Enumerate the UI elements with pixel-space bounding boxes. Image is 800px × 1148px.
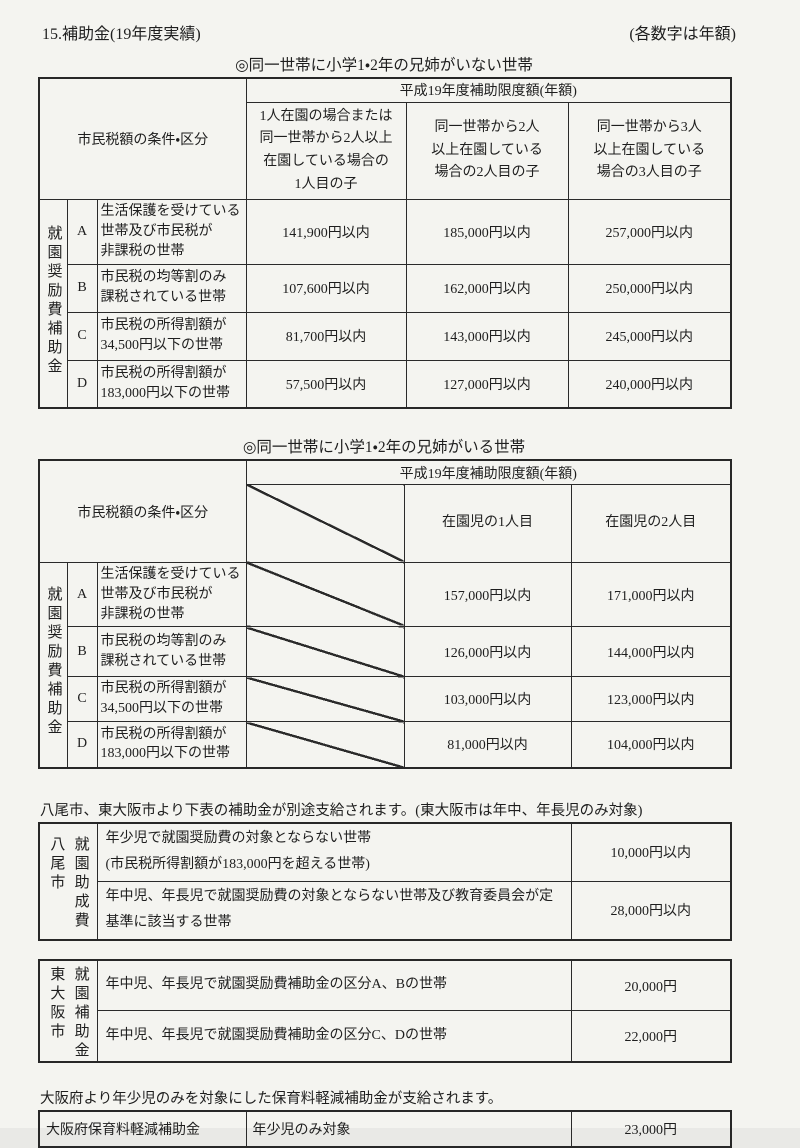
city-label: 東大阪市 bbox=[48, 966, 65, 1043]
group-label-cell: 就園奨励費補助金 bbox=[38, 561, 68, 769]
amount-cell: 81,700円以内 bbox=[245, 311, 407, 361]
diagonal-crossed-cell bbox=[245, 483, 405, 563]
amount-cell: 144,000円以内 bbox=[570, 626, 732, 678]
page-title: 15.補助金(19年度実績) bbox=[42, 26, 201, 43]
diagonal-crossed-cell bbox=[245, 561, 405, 628]
amount-cell: 171,000円以内 bbox=[570, 561, 732, 628]
condition-cell: 市民税の所得割額が 183,000円以下の世帯 bbox=[96, 359, 247, 409]
document-header: 15.補助金(19年度実績) (各数字は年額) bbox=[0, 20, 800, 44]
amount-cell: 107,600円以内 bbox=[245, 263, 407, 313]
city-group-label-cell: 八尾市 就園助成費 bbox=[38, 822, 98, 941]
condition-cell: 市民税の所得割額が 34,500円以下の世帯 bbox=[96, 676, 247, 723]
subsidy-table-with-sibling: 市民税額の条件・区分 平成19年度補助限度額(年額) 在園児の1人目 在園児の2… bbox=[38, 459, 733, 769]
column-header: 1人在園の場合または 同一世帯から2人以上 在園している場合の 1人目の子 bbox=[245, 101, 407, 201]
column-header: 在園児の2人目 bbox=[570, 483, 732, 563]
amount-cell: 126,000円以内 bbox=[403, 626, 572, 678]
code-cell: A bbox=[66, 561, 98, 628]
subsidy-name-cell: 大阪府保育料軽減補助金 bbox=[38, 1110, 247, 1148]
amount-cell: 257,000円以内 bbox=[567, 199, 732, 265]
amount-cell: 57,500円以内 bbox=[245, 359, 407, 409]
amount-cell: 157,000円以内 bbox=[403, 561, 572, 628]
amount-cell: 245,000円以内 bbox=[567, 311, 732, 361]
amount-cell: 23,000円 bbox=[570, 1110, 732, 1148]
code-cell: B bbox=[66, 263, 98, 313]
amount-cell: 28,000円以内 bbox=[570, 880, 732, 941]
description-cell: 年少児のみ対象 bbox=[245, 1110, 572, 1148]
amount-cell: 10,000円以内 bbox=[570, 822, 732, 882]
row-header: 市民税額の条件・区分 bbox=[38, 77, 247, 201]
amount-cell: 81,000円以内 bbox=[403, 721, 572, 769]
amount-cell: 143,000円以内 bbox=[405, 311, 569, 361]
osaka-pref-table: 大阪府保育料軽減補助金 年少児のみ対象 23,000円 bbox=[38, 1110, 732, 1148]
amount-cell: 20,000円 bbox=[570, 959, 732, 1012]
annual-note: (各数字は年額) bbox=[629, 26, 736, 43]
amount-cell: 104,000円以内 bbox=[570, 721, 732, 769]
amount-cell: 162,000円以内 bbox=[405, 263, 569, 313]
code-cell: C bbox=[66, 311, 98, 361]
description-cell: 年少児で就園奨励費の対象とならない世帯 (市民税所得割額が183,000円を超え… bbox=[96, 822, 572, 882]
description-cell: 年中児、年長児で就園奨励費補助金の区分C、Dの世帯 bbox=[96, 1010, 572, 1063]
description-cell: 年中児、年長児で就園奨励費の対象とならない世帯及び教育委員会が定 基準に該当する… bbox=[96, 880, 572, 941]
row-header: 市民税額の条件・区分 bbox=[38, 459, 247, 563]
amount-cell: 103,000円以内 bbox=[403, 676, 572, 723]
condition-cell: 生活保護を受けている 世帯及び市民税が 非課税の世帯 bbox=[96, 199, 247, 265]
column-header: 在園児の1人目 bbox=[403, 483, 572, 563]
city-label: 八尾市 bbox=[48, 836, 65, 894]
condition-cell: 市民税の所得割額が 183,000円以下の世帯 bbox=[96, 721, 247, 769]
higashiosaka-city-table: 東大阪市 就園補助金 年中児、年長児で就園奨励費補助金の区分A、Bの世帯 20,… bbox=[38, 959, 732, 1064]
code-cell: B bbox=[66, 626, 98, 678]
code-cell: D bbox=[66, 721, 98, 769]
diagonal-crossed-cell bbox=[245, 721, 405, 769]
amount-cell: 22,000円 bbox=[570, 1010, 732, 1063]
amount-cell: 185,000円以内 bbox=[405, 199, 569, 265]
condition-cell: 市民税の均等割のみ 課税されている世帯 bbox=[96, 263, 247, 313]
group-label-cell: 就園奨励費補助金 bbox=[38, 199, 68, 409]
column-header: 同一世帯から2人 以上在園している 場合の2人目の子 bbox=[405, 101, 569, 201]
table2-caption: ◎同一世帯に小学1・2年の兄姉がいる世帯 bbox=[242, 439, 526, 457]
table1-caption: ◎同一世帯に小学1・2年の兄姉がいない世帯 bbox=[235, 57, 533, 74]
code-cell: A bbox=[66, 199, 98, 265]
description-cell: 年中児、年長児で就園奨励費補助金の区分A、Bの世帯 bbox=[96, 959, 572, 1012]
span-header: 平成19年度補助限度額(年額) bbox=[245, 459, 732, 485]
span-header: 平成19年度補助限度額(年額) bbox=[245, 77, 732, 103]
condition-cell: 市民税の所得割額が 34,500円以下の世帯 bbox=[96, 311, 247, 361]
amount-cell: 240,000円以内 bbox=[567, 359, 732, 409]
code-cell: C bbox=[66, 676, 98, 723]
subsidy-table-no-sibling: 市民税額の条件・区分 平成19年度補助限度額(年額) 1人在園の場合または 同一… bbox=[38, 77, 733, 410]
diagonal-crossed-cell bbox=[245, 626, 405, 678]
amount-cell: 250,000円以内 bbox=[567, 263, 732, 313]
amount-cell: 141,900円以内 bbox=[245, 199, 407, 265]
condition-cell: 市民税の均等割のみ 課税されている世帯 bbox=[96, 626, 247, 678]
city-group-label-cell: 東大阪市 就園補助金 bbox=[38, 959, 98, 1063]
code-cell: D bbox=[66, 359, 98, 409]
diagonal-crossed-cell bbox=[245, 676, 405, 723]
condition-cell: 生活保護を受けている 世帯及び市民税が 非課税の世帯 bbox=[96, 561, 247, 628]
group-label: 就園奨励費補助金 bbox=[45, 586, 62, 739]
group-label: 就園助成費 bbox=[72, 836, 89, 932]
group-label: 就園補助金 bbox=[72, 966, 89, 1062]
yao-higashiosaka-note: 八尾市、東大阪市より下表の補助金が別途支給されます。(東大阪市は年中、年長児のみ… bbox=[40, 802, 643, 819]
group-label: 就園奨励費補助金 bbox=[45, 225, 62, 378]
amount-cell: 127,000円以内 bbox=[405, 359, 569, 409]
osaka-pref-note: 大阪府より年少児のみを対象にした保育料軽減補助金が支給されます。 bbox=[40, 1091, 503, 1108]
yao-city-table: 八尾市 就園助成費 年少児で就園奨励費の対象とならない世帯 (市民税所得割額が1… bbox=[38, 821, 732, 942]
amount-cell: 123,000円以内 bbox=[570, 676, 732, 723]
column-header: 同一世帯から3人 以上在園している 場合の3人目の子 bbox=[567, 101, 732, 201]
